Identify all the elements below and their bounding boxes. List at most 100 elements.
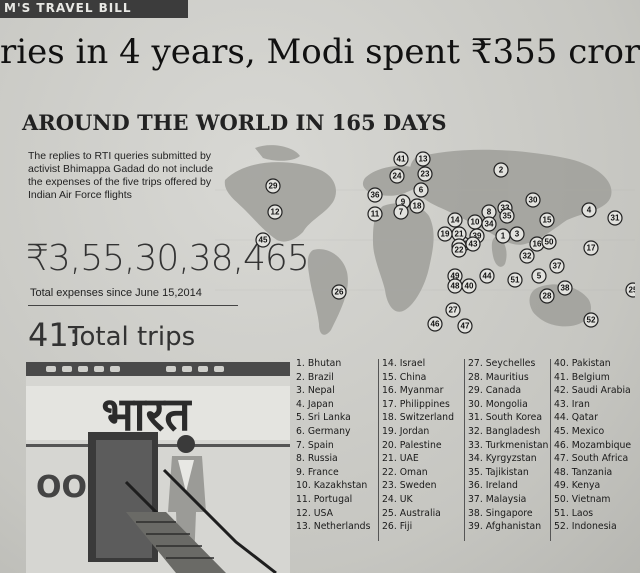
svg-text:14: 14 (451, 216, 460, 225)
svg-text:39: 39 (473, 232, 482, 241)
svg-text:50: 50 (545, 238, 554, 247)
map-pin-18: 18 (409, 198, 425, 214)
svg-text:15: 15 (543, 216, 552, 225)
aircraft-window-text: OO (36, 470, 87, 505)
column-divider (378, 359, 379, 541)
list-item: 37. Malaysia (468, 493, 527, 505)
list-item: 36. Ireland (468, 480, 518, 492)
list-item: 27. Seychelles (468, 358, 536, 369)
svg-text:41: 41 (397, 155, 406, 164)
list-item: 43. Iran (554, 398, 590, 410)
map-pin-27: 27 (445, 302, 461, 318)
map-pin-44: 44 (479, 268, 495, 284)
list-item: 10. Kazakhstan (296, 480, 368, 492)
map-pin-14: 14 (447, 212, 463, 228)
map-pin-28: 28 (539, 288, 555, 304)
svg-text:6: 6 (419, 186, 424, 195)
country-column-1: 1. Bhutan 2. Brazil 3. Nepal 4. Japan 5.… (296, 357, 382, 534)
country-column-4: 40. Pakistan 41. Belgium 42. Saudi Arabi… (554, 357, 640, 534)
list-item: 41. Belgium (554, 371, 610, 383)
svg-text:33: 33 (501, 204, 510, 213)
map-pin-22: 22 (451, 242, 467, 258)
svg-text:4: 4 (587, 206, 592, 215)
svg-text:17: 17 (587, 244, 596, 253)
svg-text:28: 28 (543, 292, 552, 301)
svg-text:19: 19 (441, 230, 450, 239)
map-pin-52: 52 (583, 312, 599, 328)
list-item: 47. South Africa (554, 453, 629, 465)
list-item: 19. Jordan (382, 425, 430, 437)
svg-text:22: 22 (455, 246, 464, 255)
svg-text:1: 1 (501, 232, 506, 241)
map-pin-41: 41 (393, 151, 409, 167)
svg-text:21: 21 (455, 230, 464, 239)
list-item: 33. Turkmenistan (468, 439, 549, 451)
map-pin-43: 43 (465, 236, 481, 252)
svg-text:46: 46 (431, 320, 440, 329)
world-map: 4113232463691811729124528331034304311420… (215, 145, 635, 335)
list-item: 32. Bangladesh (468, 425, 541, 437)
svg-text:13: 13 (419, 155, 428, 164)
map-pin-23: 23 (417, 166, 433, 182)
map-pin-40: 40 (461, 278, 477, 294)
map-pin-15: 15 (539, 212, 555, 228)
svg-text:31: 31 (611, 214, 620, 223)
list-item: 30. Mongolia (468, 398, 528, 410)
svg-text:7: 7 (399, 208, 404, 217)
list-item: 4. Japan (296, 398, 334, 410)
svg-text:25: 25 (629, 286, 635, 295)
map-pin-17: 17 (583, 240, 599, 256)
list-item: 42. Saudi Arabia (554, 385, 631, 397)
map-pin-36: 36 (367, 187, 383, 203)
svg-text:11: 11 (371, 210, 380, 219)
list-item: 20. Palestine (382, 439, 442, 451)
list-item: 16. Myanmar (382, 385, 444, 397)
column-divider (464, 359, 465, 541)
list-item: 13. Netherlands (296, 521, 371, 533)
map-pin-16: 16 (529, 236, 545, 252)
divider (28, 305, 238, 306)
list-item: 25. Australia (382, 507, 441, 519)
map-pin-3: 3 (509, 226, 525, 242)
list-item: 11. Portugal (296, 493, 353, 505)
svg-text:12: 12 (271, 208, 280, 217)
svg-text:40: 40 (465, 282, 474, 291)
aircraft-photo: भारत OO (26, 362, 290, 573)
list-item: 38. Singapore (468, 507, 533, 519)
svg-text:47: 47 (461, 322, 470, 331)
svg-text:35: 35 (503, 212, 512, 221)
svg-text:44: 44 (483, 272, 492, 281)
svg-text:16: 16 (533, 240, 542, 249)
list-item: 17. Philippines (382, 398, 450, 410)
map-pin-12: 12 (267, 204, 283, 220)
map-pin-6: 6 (413, 182, 429, 198)
map-pin-5: 5 (531, 268, 547, 284)
svg-text:48: 48 (451, 282, 460, 291)
list-item: 49. Kenya (554, 480, 601, 492)
list-item: 51. Laos (554, 507, 594, 519)
svg-text:32: 32 (523, 252, 532, 261)
list-item: 18. Switzerland (382, 412, 454, 424)
total-trips-label: Total trips (68, 322, 196, 352)
intro-text: The replies to RTI queries submitted by … (28, 150, 214, 201)
svg-text:38: 38 (561, 284, 570, 293)
list-item: 7. Spain (296, 439, 334, 451)
map-pin-24: 24 (389, 168, 405, 184)
headline: ries in 4 years, Modi spent ₹355 crore (0, 32, 640, 72)
list-item: 12. USA (296, 507, 333, 519)
column-divider (550, 359, 551, 541)
svg-text:24: 24 (393, 172, 402, 181)
map-pin-25: 25 (625, 282, 635, 298)
map-pin-4: 4 (581, 202, 597, 218)
list-item: 34. Kyrgyzstan (468, 453, 537, 465)
list-item: 45. Mexico (554, 425, 605, 437)
map-pin-32: 32 (519, 248, 535, 264)
svg-text:18: 18 (413, 202, 422, 211)
map-pin-29: 29 (265, 178, 281, 194)
list-item: 50. Vietnam (554, 493, 611, 505)
kicker-bar (0, 0, 188, 18)
graphic-title: AROUND THE WORLD IN 165 DAYS (22, 110, 447, 135)
svg-text:34: 34 (485, 220, 494, 229)
country-column-2: 14. Israel 15. China 16. Myanmar 17. Phi… (382, 357, 468, 534)
map-pin-30: 30 (525, 192, 541, 208)
